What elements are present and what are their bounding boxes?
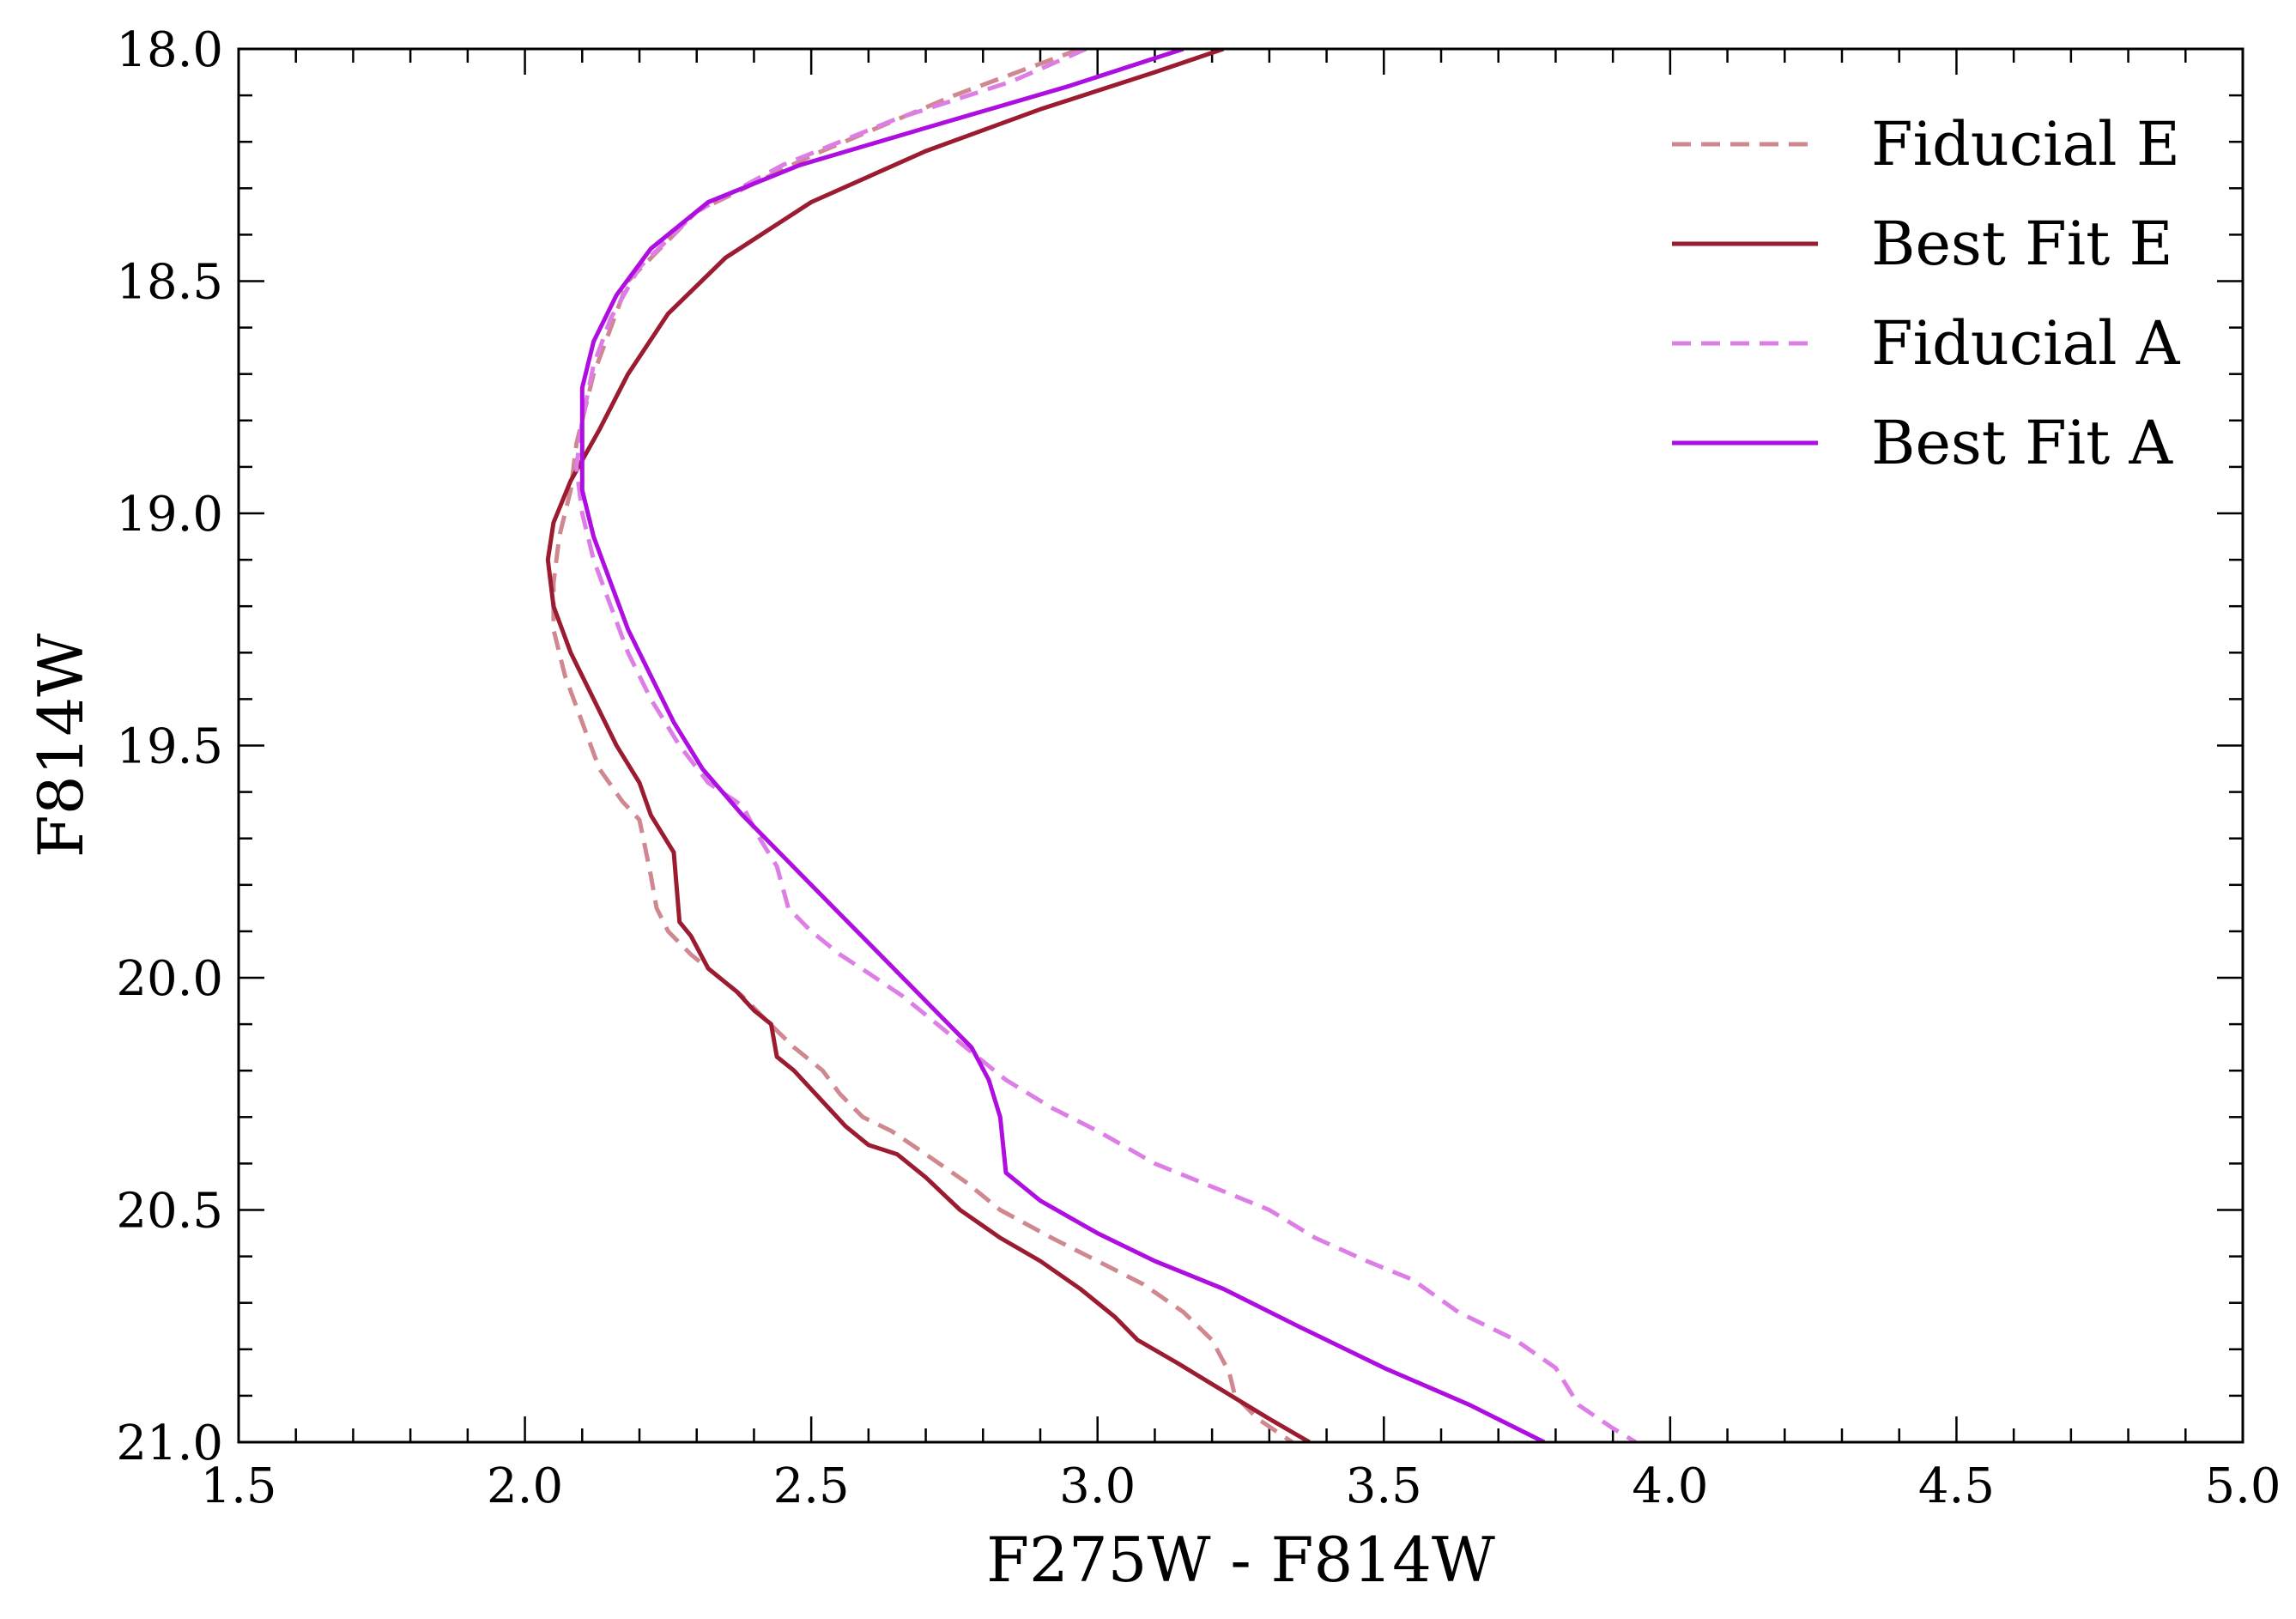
series-line-fiducial-e: [551, 49, 1293, 1442]
x-tick-label: 1.5: [200, 1458, 276, 1514]
ticks-layer: [237, 47, 2245, 1444]
y-tick-label: 18.0: [116, 22, 223, 78]
series-line-fiducial-a: [574, 49, 1638, 1442]
y-tick-label: 20.0: [116, 951, 223, 1007]
y-tick-label: 20.5: [116, 1184, 223, 1240]
x-tick-label: 2.0: [487, 1458, 563, 1514]
legend-label: Best Fit E: [1871, 209, 2173, 279]
legend-label: Best Fit A: [1871, 408, 2174, 478]
legend: Fiducial E Best Fit E Fiducial A Best Fit A: [1672, 109, 2181, 478]
x-tick-label: 4.0: [1632, 1458, 1708, 1514]
series-line-best-fit-a: [579, 49, 1546, 1442]
y-axis-label: F814W: [25, 634, 97, 858]
y-tick-label: 19.0: [116, 487, 223, 543]
x-axis-label: F275W - F814W: [986, 1524, 1495, 1596]
legend-label: Fiducial E: [1871, 109, 2180, 179]
x-tick-label: 4.5: [1918, 1458, 1995, 1514]
y-tick-labels: 18.0 18.5 19.0 19.5 20.0 20.5 21.0: [116, 22, 223, 1471]
series-lines: [545, 49, 1638, 1442]
plot-frame: [237, 47, 2245, 1444]
y-tick-label: 18.5: [116, 255, 223, 311]
legend-label: Fiducial A: [1871, 308, 2181, 379]
series-line-best-fit-e: [545, 49, 1311, 1442]
y-tick-label: 21.0: [116, 1416, 223, 1471]
y-tick-label: 19.5: [116, 719, 223, 775]
x-tick-labels: 1.5 2.0 2.5 3.0 3.5 4.0 4.5 5.0: [200, 1458, 2281, 1514]
x-tick-label: 3.5: [1346, 1458, 1422, 1514]
x-tick-label: 3.0: [1059, 1458, 1136, 1514]
x-tick-label: 5.0: [2204, 1458, 2281, 1514]
x-tick-label: 2.5: [773, 1458, 850, 1514]
